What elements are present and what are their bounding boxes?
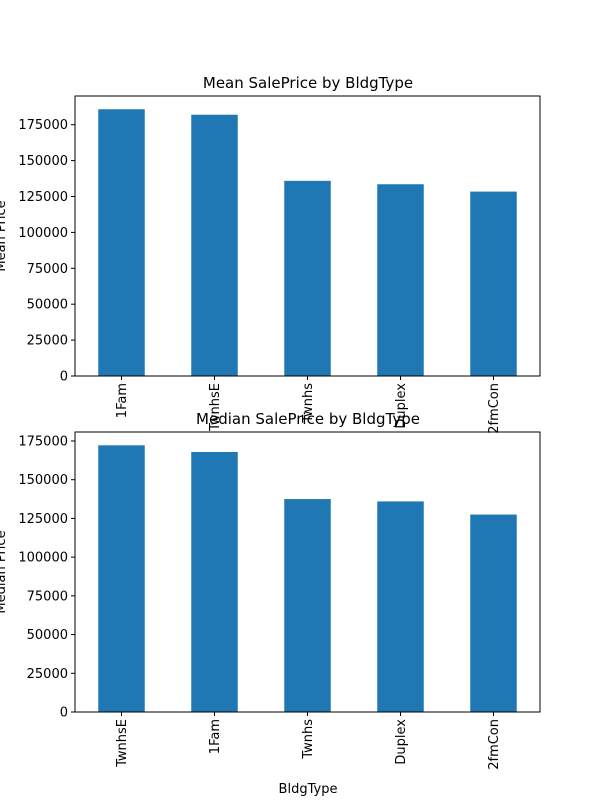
y-tick-label: 25000 [27,667,68,682]
bar [377,184,424,376]
y-axis-label: Mean Price [0,200,9,271]
y-tick-label: 150000 [18,473,68,488]
x-tick-label: TwnhsE [115,719,130,768]
y-axis-label: Median Price [0,530,9,613]
x-tick-label: 2fmCon [487,719,502,770]
bar [98,109,145,376]
x-axis-label: BldgType [279,782,338,797]
bar [377,501,424,712]
y-tick-label: 25000 [27,334,68,349]
plot-area: 0 25000 50000 75000 100000 125000 150000 175000… [18,109,517,434]
x-tick-label: Duplex [394,383,409,429]
y-tick-label: 50000 [27,298,68,313]
y-tick-label: 125000 [18,190,68,205]
x-tick-label: Twnhs [301,719,316,760]
y-tick-label: 50000 [27,628,68,643]
bar [284,499,331,712]
y-tick-label: 75000 [27,262,68,277]
bar [191,114,238,377]
bar [98,445,145,712]
x-tick-label: 1Fam [115,383,130,418]
y-tick-label: 0 [60,370,68,385]
x-tick-label: Twnhs [301,383,316,424]
y-tick-label: 125000 [18,512,68,527]
bar [191,451,238,712]
axes-frame [74,95,541,377]
y-tick-label: 100000 [18,226,68,241]
x-tick-label: 2fmCon [487,383,502,434]
y-tick-label: 100000 [18,551,68,566]
bar [470,191,517,376]
chart-mean: Mean SalePrice by BldgType 0 25000 50000 75… [0,74,541,434]
chart-title: Mean SalePrice by BldgType [203,74,413,92]
y-tick-label: 150000 [18,154,68,169]
x-tick-label: 1Fam [208,719,223,754]
y-tick-label: 75000 [27,589,68,604]
y-tick-label: 175000 [18,118,68,133]
chart-median: 0 25000 50000 75000 100000 125000 150000 175000… [0,410,541,797]
x-tick-label: TwnhsE [208,383,223,432]
y-tick-label: 0 [60,706,68,721]
bar [284,180,331,376]
y-tick-label: 175000 [18,434,68,449]
axes-frame [74,431,541,713]
plot-area: 0 25000 50000 75000 100000 125000 150000 175000… [18,434,517,770]
chart-title: Median SalePrice by BldgType [196,410,420,428]
bar [470,514,517,712]
x-tick-label: Duplex [394,719,409,765]
